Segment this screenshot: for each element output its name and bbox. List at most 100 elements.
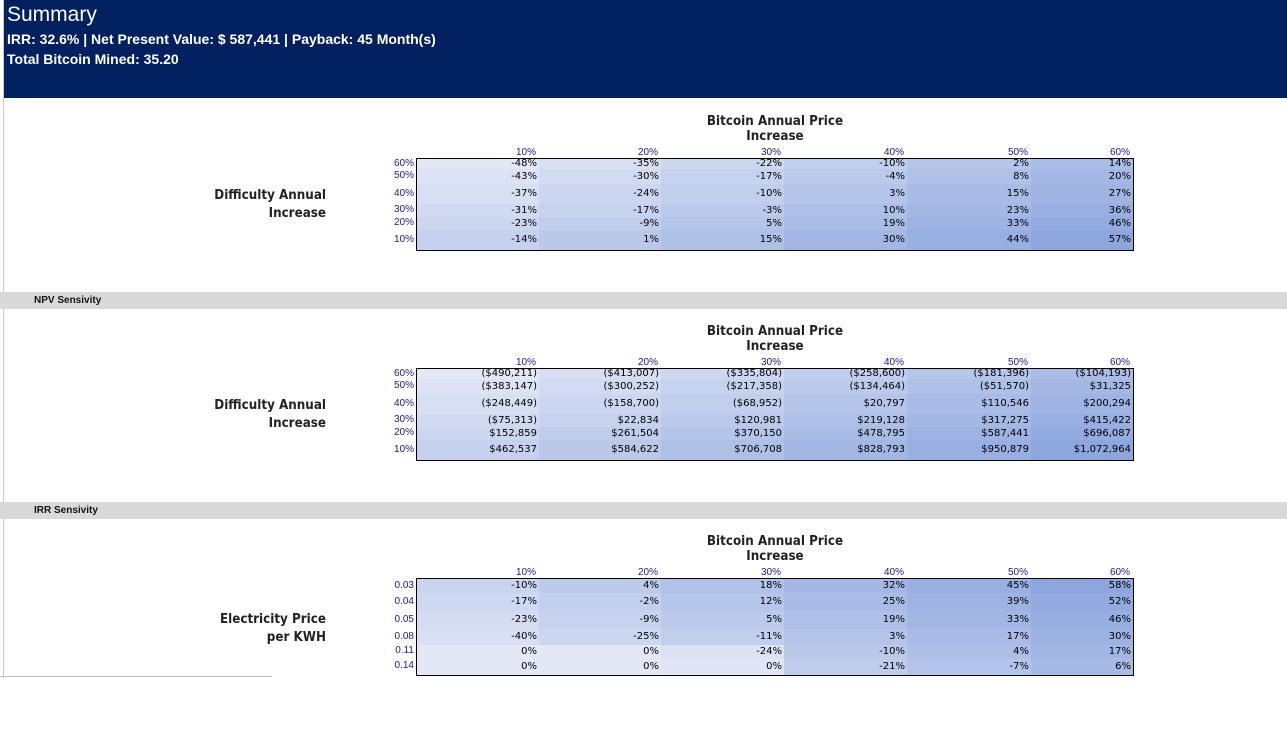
table-cell[interactable]: 0%: [417, 658, 539, 675]
table-cell[interactable]: ($75,313): [417, 414, 539, 427]
table-cell[interactable]: 19%: [784, 217, 907, 230]
table-cell[interactable]: -2%: [539, 593, 661, 611]
table-cell[interactable]: -24%: [539, 184, 661, 204]
table-cell[interactable]: 0%: [661, 658, 784, 675]
table-cell[interactable]: 23%: [907, 204, 1031, 217]
table-cell[interactable]: $219,128: [784, 414, 907, 427]
table-cell[interactable]: 15%: [907, 184, 1031, 204]
table-cell[interactable]: 33%: [907, 611, 1031, 629]
table-cell[interactable]: 14%: [1031, 159, 1133, 169]
table-cell[interactable]: ($104,193): [1031, 369, 1133, 379]
table-cell[interactable]: $950,879: [907, 440, 1031, 460]
table-cell[interactable]: 10%: [784, 204, 907, 217]
table-cell[interactable]: $706,708: [661, 440, 784, 460]
table-cell[interactable]: -9%: [539, 611, 661, 629]
table-cell[interactable]: -40%: [417, 629, 539, 645]
table-cell[interactable]: $200,294: [1031, 394, 1133, 414]
table-cell[interactable]: 36%: [1031, 204, 1133, 217]
table-cell[interactable]: ($490,211): [417, 369, 539, 379]
table-cell[interactable]: -30%: [539, 169, 661, 184]
table-cell[interactable]: -24%: [661, 645, 784, 658]
table-cell[interactable]: -9%: [539, 217, 661, 230]
table-cell[interactable]: 4%: [907, 645, 1031, 658]
table-cell[interactable]: ($413,007): [539, 369, 661, 379]
table-cell[interactable]: -3%: [661, 204, 784, 217]
table-cell[interactable]: 30%: [784, 230, 907, 250]
table-cell[interactable]: -23%: [417, 217, 539, 230]
table-cell[interactable]: $828,793: [784, 440, 907, 460]
table-cell[interactable]: $587,441: [907, 427, 1031, 440]
table-cell[interactable]: -31%: [417, 204, 539, 217]
table-cell[interactable]: 20%: [1031, 169, 1133, 184]
table-cell[interactable]: -10%: [784, 645, 907, 658]
table-cell[interactable]: 30%: [1031, 629, 1133, 645]
table-cell[interactable]: $31,325: [1031, 379, 1133, 394]
table-cell[interactable]: $22,834: [539, 414, 661, 427]
table-cell[interactable]: $478,795: [784, 427, 907, 440]
table-cell[interactable]: ($134,464): [784, 379, 907, 394]
table-cell[interactable]: $20,797: [784, 394, 907, 414]
table-cell[interactable]: $261,504: [539, 427, 661, 440]
table-cell[interactable]: -35%: [539, 159, 661, 169]
table-cell[interactable]: ($181,396): [907, 369, 1031, 379]
table-cell[interactable]: $462,537: [417, 440, 539, 460]
table-cell[interactable]: $415,422: [1031, 414, 1133, 427]
table-cell[interactable]: -23%: [417, 611, 539, 629]
table-cell[interactable]: ($383,147): [417, 379, 539, 394]
table-cell[interactable]: 18%: [661, 579, 784, 593]
table-cell[interactable]: 44%: [907, 230, 1031, 250]
table-cell[interactable]: 27%: [1031, 184, 1133, 204]
table-cell[interactable]: -11%: [661, 629, 784, 645]
sensitivity-grid[interactable]: ($490,211) ($413,007) ($335,804) ($258,600)…: [416, 368, 1134, 461]
table-cell[interactable]: ($51,570): [907, 379, 1031, 394]
table-cell[interactable]: 4%: [539, 579, 661, 593]
table-cell[interactable]: $370,150: [661, 427, 784, 440]
table-cell[interactable]: -22%: [661, 159, 784, 169]
table-cell[interactable]: -21%: [784, 658, 907, 675]
table-cell[interactable]: 46%: [1031, 217, 1133, 230]
table-cell[interactable]: ($258,600): [784, 369, 907, 379]
table-cell[interactable]: 0%: [417, 645, 539, 658]
table-cell[interactable]: 17%: [1031, 645, 1133, 658]
table-cell[interactable]: $317,275: [907, 414, 1031, 427]
table-cell[interactable]: 25%: [784, 593, 907, 611]
table-cell[interactable]: 33%: [907, 217, 1031, 230]
table-cell[interactable]: -7%: [907, 658, 1031, 675]
table-cell[interactable]: -17%: [661, 169, 784, 184]
table-cell[interactable]: 39%: [907, 593, 1031, 611]
sensitivity-grid[interactable]: -10% 4% 18% 32% 45% 58% -17% -2% 12% 25% 39% 52% -23…: [416, 578, 1134, 676]
table-cell[interactable]: -4%: [784, 169, 907, 184]
table-cell[interactable]: ($335,804): [661, 369, 784, 379]
table-cell[interactable]: 6%: [1031, 658, 1133, 675]
table-cell[interactable]: 5%: [661, 217, 784, 230]
table-cell[interactable]: -37%: [417, 184, 539, 204]
table-cell[interactable]: 12%: [661, 593, 784, 611]
table-cell[interactable]: -10%: [661, 184, 784, 204]
table-cell[interactable]: 5%: [661, 611, 784, 629]
table-cell[interactable]: -43%: [417, 169, 539, 184]
sensitivity-grid[interactable]: -48% -35% -22% -10% 2% 14% -43% -30% -17% -4% 8% 20…: [416, 158, 1134, 251]
table-cell[interactable]: 0%: [539, 658, 661, 675]
table-cell[interactable]: 52%: [1031, 593, 1133, 611]
table-cell[interactable]: ($217,358): [661, 379, 784, 394]
table-cell[interactable]: $120,981: [661, 414, 784, 427]
table-cell[interactable]: 3%: [784, 629, 907, 645]
table-cell[interactable]: 15%: [661, 230, 784, 250]
table-cell[interactable]: -17%: [539, 204, 661, 217]
table-cell[interactable]: 45%: [907, 579, 1031, 593]
table-cell[interactable]: 32%: [784, 579, 907, 593]
table-cell[interactable]: ($300,252): [539, 379, 661, 394]
table-cell[interactable]: 0%: [539, 645, 661, 658]
table-cell[interactable]: $584,622: [539, 440, 661, 460]
table-cell[interactable]: -14%: [417, 230, 539, 250]
table-cell[interactable]: 2%: [907, 159, 1031, 169]
table-cell[interactable]: -25%: [539, 629, 661, 645]
table-cell[interactable]: ($248,449): [417, 394, 539, 414]
table-cell[interactable]: $110,546: [907, 394, 1031, 414]
table-cell[interactable]: 46%: [1031, 611, 1133, 629]
table-cell[interactable]: $696,087: [1031, 427, 1133, 440]
table-cell[interactable]: -10%: [417, 579, 539, 593]
table-cell[interactable]: $152,859: [417, 427, 539, 440]
table-cell[interactable]: 58%: [1031, 579, 1133, 593]
table-cell[interactable]: 19%: [784, 611, 907, 629]
